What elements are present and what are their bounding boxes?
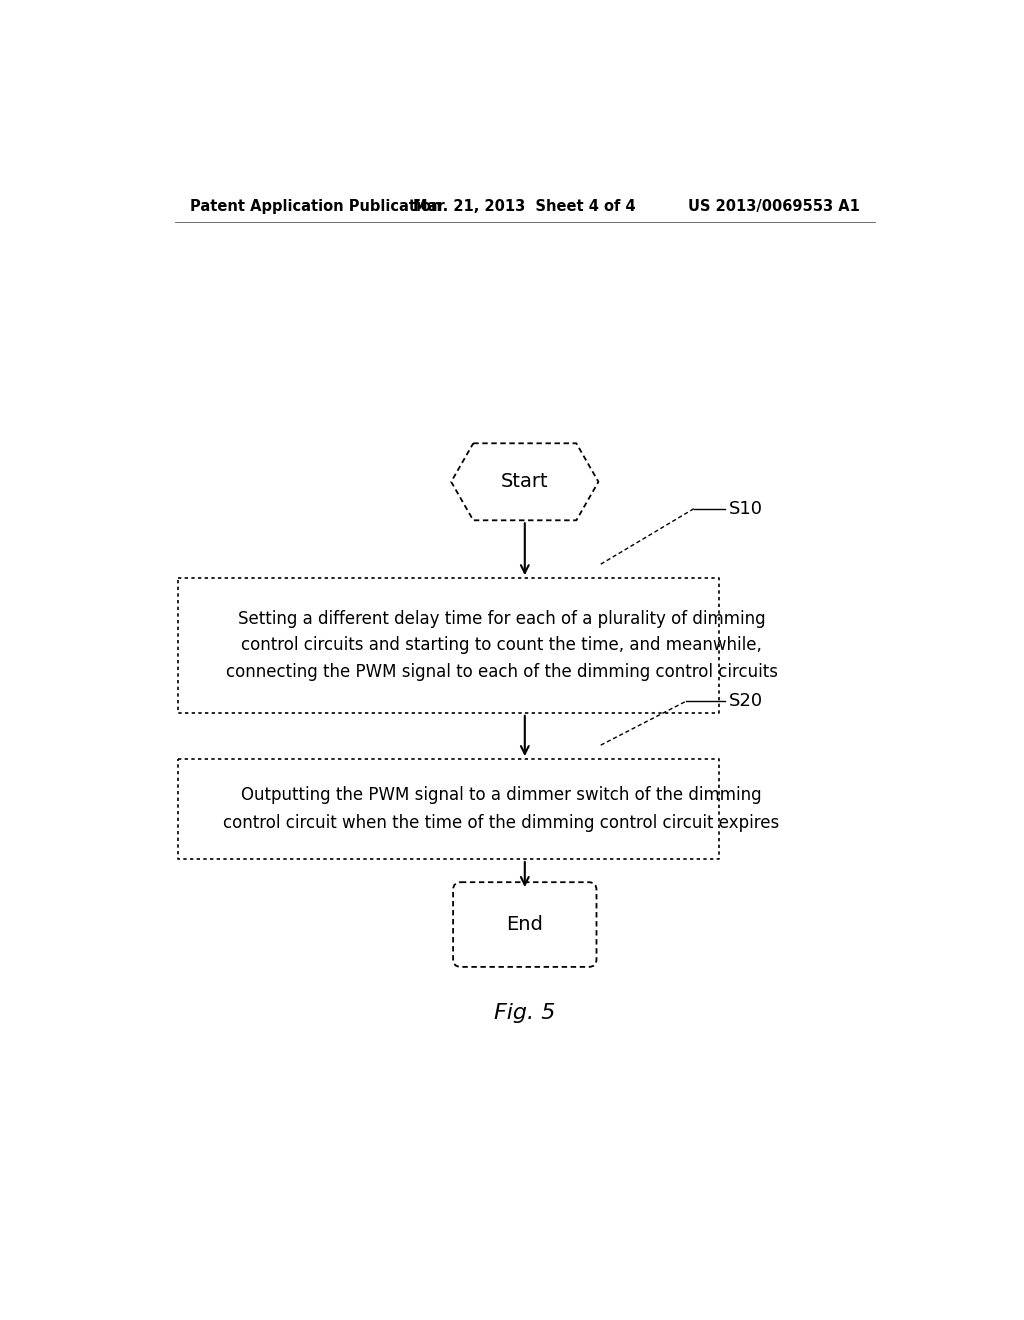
Text: Start: Start: [501, 473, 549, 491]
Text: US 2013/0069553 A1: US 2013/0069553 A1: [688, 198, 859, 214]
Text: S10: S10: [729, 500, 763, 517]
Text: Mar. 21, 2013  Sheet 4 of 4: Mar. 21, 2013 Sheet 4 of 4: [414, 198, 636, 214]
Text: S20: S20: [729, 692, 763, 710]
Text: Fig. 5: Fig. 5: [495, 1003, 555, 1023]
Text: Outputting the PWM signal to a dimmer switch of the dimming
control circuit when: Outputting the PWM signal to a dimmer sw…: [223, 787, 779, 832]
Text: End: End: [506, 915, 544, 935]
Text: Setting a different delay time for each of a plurality of dimming
control circui: Setting a different delay time for each …: [225, 610, 777, 681]
Text: Patent Application Publication: Patent Application Publication: [190, 198, 441, 214]
